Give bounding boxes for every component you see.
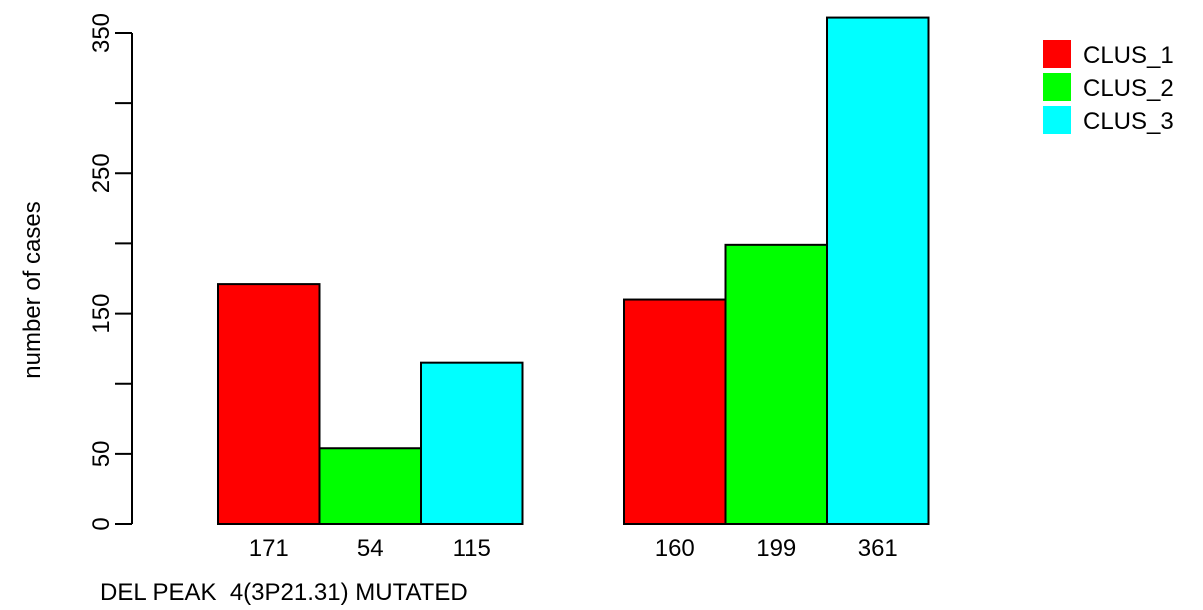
y-axis-title: number of cases <box>19 201 46 378</box>
y-tick-label: 350 <box>88 13 115 53</box>
legend-swatch-clus_2 <box>1043 73 1071 101</box>
bars-layer <box>217 16 930 526</box>
legend-swatch-clus_3 <box>1043 106 1071 134</box>
bar-value-label: 160 <box>655 535 695 562</box>
legend: CLUS_1 CLUS_2 CLUS_3 <box>1043 40 1174 135</box>
y-tick-label: 0 <box>88 517 115 530</box>
bar-clus_1-group2 <box>623 298 727 525</box>
x-axis-title: DEL PEAK 4(3P21.31) MUTATED <box>100 579 468 606</box>
y-tick-label: 50 <box>88 441 115 468</box>
y-tick-label: 250 <box>88 153 115 193</box>
legend-swatch-clus_1 <box>1043 40 1071 68</box>
bar-clus_3-group1 <box>420 361 524 525</box>
bar-value-label: 115 <box>453 535 491 562</box>
legend-label-clus_2: CLUS_2 <box>1083 75 1174 102</box>
bar-clus_2-group1 <box>318 447 422 526</box>
legend-label-clus_1: CLUS_1 <box>1083 42 1174 69</box>
legend-label-clus_3: CLUS_3 <box>1083 108 1174 135</box>
y-axis: 0 50 150 250 350 <box>88 13 133 531</box>
y-tick-label: 150 <box>88 294 115 334</box>
bar-value-label: 361 <box>858 535 898 562</box>
bar-value-labels: 171 54 115 160 199 361 <box>249 535 898 562</box>
bar-clus_3-group2 <box>826 16 930 525</box>
bar-value-label: 171 <box>249 535 289 562</box>
bar-value-label: 199 <box>756 535 796 562</box>
bar-clus_2-group2 <box>724 243 828 525</box>
bar-value-label: 54 <box>357 535 384 562</box>
bar-clus_1-group1 <box>217 283 321 525</box>
